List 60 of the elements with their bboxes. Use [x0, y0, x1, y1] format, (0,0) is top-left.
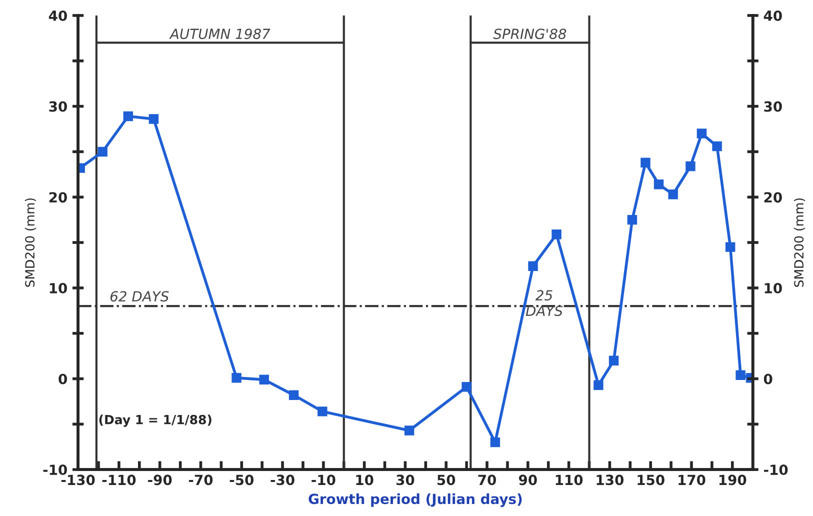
y2-tick-label: -10: [764, 464, 788, 476]
annotation: SPRING'88: [493, 28, 566, 40]
y2-tick-label: 40: [764, 10, 782, 21]
y-tick-label: 10: [50, 282, 67, 294]
x-tick-label: 70: [478, 474, 496, 486]
x-tick-label: 150: [638, 474, 664, 486]
x-tick-label: 130: [596, 474, 624, 486]
y-tick-label: 30: [49, 101, 67, 112]
x-tick-label: -70: [188, 474, 213, 486]
x-axis-title: Growth period (Julian days): [308, 493, 522, 507]
y2-tick-label: 20: [764, 192, 782, 203]
x-tick-label: 190: [719, 474, 746, 486]
x-tick-label: -10: [312, 474, 336, 486]
x-tick-label: 50: [438, 474, 456, 486]
point: [725, 242, 736, 252]
x-tick-label: -30: [270, 474, 294, 486]
point: [552, 229, 562, 240]
y-tick-label: 40: [48, 10, 67, 21]
point: [712, 141, 722, 152]
x-tick-label: -110: [102, 474, 136, 486]
point: [640, 158, 650, 168]
point: [462, 382, 472, 392]
point: [404, 426, 414, 436]
x-tick-label: -90: [148, 474, 172, 486]
point: [736, 370, 746, 380]
y2-tick-label: 0: [764, 374, 772, 384]
y-tick-label: -10: [43, 464, 67, 476]
point: [654, 180, 664, 190]
annotation: 62 DAYS: [110, 291, 169, 302]
point: [627, 214, 638, 225]
x-tick-label: 110: [556, 474, 583, 486]
point: [318, 406, 328, 416]
y2-tick-label: 10: [764, 282, 782, 294]
x-tick-label: 30: [396, 474, 414, 486]
annotation: AUTUMN 1987: [169, 28, 270, 40]
point: [148, 114, 159, 124]
y2-axis-title: SMD200 (mm): [794, 198, 806, 287]
point: [696, 128, 707, 138]
y-axis-title: SMD200 (mm): [24, 198, 36, 287]
annotation: 25 DAYS: [526, 290, 563, 316]
point: [686, 161, 696, 172]
annotation: (Day 1 = 1/1/88): [99, 414, 212, 427]
point: [98, 146, 108, 157]
point: [259, 374, 269, 385]
x-tick-label: 170: [678, 474, 706, 486]
point: [123, 111, 134, 122]
point: [288, 390, 299, 400]
y2-tick-label: 30: [764, 101, 782, 112]
point: [668, 190, 678, 200]
point: [232, 372, 242, 383]
x-tick-label: 90: [518, 474, 537, 486]
x-tick-label: -130: [61, 474, 95, 486]
x-tick-label: 10: [356, 474, 374, 486]
y-tick-label: 0: [58, 374, 67, 384]
x-tick-label: -50: [230, 474, 254, 486]
point: [490, 437, 500, 448]
point: [528, 261, 538, 271]
point: [608, 356, 619, 366]
point: [594, 380, 604, 390]
y-tick-label: 20: [49, 192, 67, 203]
